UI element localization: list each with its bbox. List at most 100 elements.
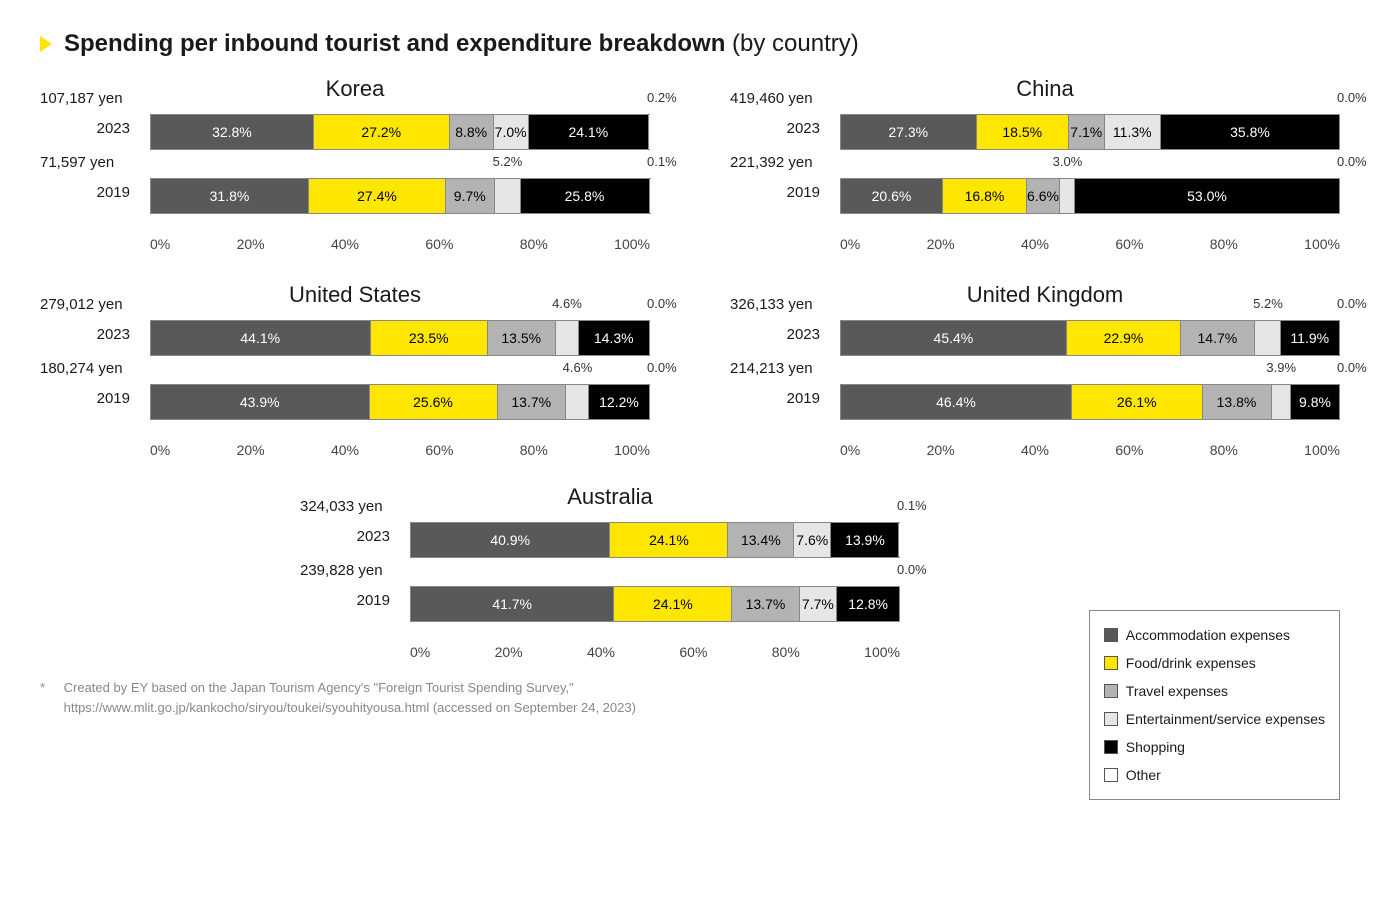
panel-australia: Australia324,033 yen20230.1%40.9%24.1%13… <box>300 484 920 660</box>
bullet-triangle-icon <box>40 36 52 52</box>
yen-label: 214,213 yen <box>730 360 840 377</box>
seg-ent <box>556 320 579 356</box>
legend: Accommodation expensesFood/drink expense… <box>1089 610 1340 800</box>
seg-food: 27.2% <box>314 114 450 150</box>
axis-tick: 100% <box>614 236 650 252</box>
legend-label: Entertainment/service expenses <box>1126 705 1325 733</box>
seg-acc: 44.1% <box>150 320 371 356</box>
year-label: 2019 <box>40 390 130 407</box>
seg-trav: 13.5% <box>488 320 556 356</box>
legend-swatch <box>1104 768 1118 782</box>
x-axis: 0%20%40%60%80%100% <box>150 442 650 458</box>
seg-food: 25.6% <box>370 384 498 420</box>
stacked-bar: 32.8%27.2%8.8%7.0%24.1% <box>150 114 650 150</box>
seg-acc: 43.9% <box>150 384 370 420</box>
axis-tick: 40% <box>1021 236 1049 252</box>
outside-labels: 0.0% <box>840 90 1340 108</box>
seg-acc: 20.6% <box>840 178 943 214</box>
bar-row: 71,597 yen20195.2%0.1%31.8%27.4%9.7%25.8… <box>150 172 650 216</box>
axis-tick: 0% <box>150 442 170 458</box>
seg-shop: 13.9% <box>831 522 899 558</box>
bar-row: 419,460 yen20230.0%27.3%18.5%7.1%11.3%35… <box>840 108 1340 152</box>
footnote-line1: Created by EY based on the Japan Tourism… <box>64 680 574 695</box>
axis-tick: 100% <box>1304 236 1340 252</box>
year-label: 2023 <box>730 326 820 343</box>
outside-labels: 4.6%0.0% <box>150 360 650 378</box>
legend-item-shop: Shopping <box>1104 733 1325 761</box>
seg-trav: 6.6% <box>1027 178 1060 214</box>
legend-item-oth: Other <box>1104 761 1325 789</box>
seg-oth <box>649 114 650 150</box>
seg-food: 24.1% <box>610 522 728 558</box>
year-label: 2023 <box>40 120 130 137</box>
year-label: 2023 <box>40 326 130 343</box>
outside-label: 0.0% <box>1337 154 1367 169</box>
yen-label: 221,392 yen <box>730 154 840 171</box>
panel-china: China419,460 yen20230.0%27.3%18.5%7.1%11… <box>730 76 1360 252</box>
seg-acc: 31.8% <box>150 178 309 214</box>
panel-korea: Korea107,187 yen20230.2%32.8%27.2%8.8%7.… <box>40 76 670 252</box>
stacked-bar: 27.3%18.5%7.1%11.3%35.8% <box>840 114 1340 150</box>
seg-trav: 13.4% <box>728 522 794 558</box>
seg-ent: 7.6% <box>794 522 831 558</box>
seg-shop: 11.9% <box>1281 320 1340 356</box>
seg-shop: 24.1% <box>529 114 649 150</box>
stacked-bar: 20.6%16.8%6.6%53.0% <box>840 178 1340 214</box>
seg-food: 24.1% <box>614 586 732 622</box>
axis-tick: 80% <box>1210 236 1238 252</box>
seg-acc: 41.7% <box>410 586 614 622</box>
x-axis: 0%20%40%60%80%100% <box>840 236 1340 252</box>
stacked-bar: 41.7%24.1%13.7%7.7%12.8% <box>410 586 900 622</box>
outside-label: 3.0% <box>1053 154 1083 169</box>
outside-label: 0.2% <box>647 90 677 105</box>
seg-trav: 14.7% <box>1181 320 1254 356</box>
axis-tick: 0% <box>150 236 170 252</box>
axis-tick: 80% <box>1210 442 1238 458</box>
outside-label: 3.9% <box>1266 360 1296 375</box>
axis-tick: 20% <box>495 644 523 660</box>
stacked-bar: 45.4%22.9%14.7% 11.9% <box>840 320 1340 356</box>
x-axis: 0%20%40%60%80%100% <box>150 236 650 252</box>
seg-food: 22.9% <box>1067 320 1181 356</box>
panel-united-states: United States279,012 yen20234.6%0.0%44.1… <box>40 282 670 458</box>
yen-label: 239,828 yen <box>300 562 410 579</box>
stacked-bar: 46.4%26.1%13.8%9.8% <box>840 384 1340 420</box>
seg-ent <box>1060 178 1075 214</box>
axis-tick: 20% <box>237 236 265 252</box>
seg-food: 27.4% <box>309 178 446 214</box>
axis-tick: 60% <box>425 236 453 252</box>
seg-food: 26.1% <box>1072 384 1203 420</box>
chart-box: 324,033 yen20230.1%40.9%24.1%13.4%7.6%13… <box>300 516 920 660</box>
bar-row: 239,828 yen20190.0%41.7%24.1%13.7%7.7%12… <box>410 580 900 624</box>
seg-shop: 25.8% <box>521 178 650 214</box>
axis-tick: 60% <box>1115 442 1143 458</box>
chart-box: 326,133 yen20235.2%0.0%45.4%22.9%14.7%11… <box>730 314 1360 458</box>
axis-tick: 60% <box>425 442 453 458</box>
axis-tick: 40% <box>1021 442 1049 458</box>
outside-labels: 5.2%0.1% <box>150 154 650 172</box>
seg-acc: 45.4% <box>840 320 1067 356</box>
seg-shop: 14.3% <box>579 320 651 356</box>
outside-labels: 3.9%0.0% <box>840 360 1340 378</box>
legend-label: Travel expenses <box>1126 677 1228 705</box>
outside-labels: 0.1% <box>410 498 900 516</box>
x-axis: 0%20%40%60%80%100% <box>840 442 1340 458</box>
seg-shop: 53.0% <box>1075 178 1340 214</box>
legend-swatch <box>1104 628 1118 642</box>
page-title: Spending per inbound tourist and expendi… <box>64 30 859 58</box>
axis-tick: 80% <box>520 442 548 458</box>
seg-ent <box>495 178 521 214</box>
axis-tick: 0% <box>840 236 860 252</box>
year-label: 2023 <box>300 528 390 545</box>
legend-label: Shopping <box>1126 733 1185 761</box>
seg-ent: 11.3% <box>1105 114 1162 150</box>
axis-tick: 60% <box>1115 236 1143 252</box>
seg-trav: 13.8% <box>1203 384 1272 420</box>
legend-label: Food/drink expenses <box>1126 649 1256 677</box>
axis-tick: 40% <box>331 236 359 252</box>
outside-labels: 5.2%0.0% <box>840 296 1340 314</box>
outside-label: 0.0% <box>1337 90 1367 105</box>
outside-labels: 4.6%0.0% <box>150 296 650 314</box>
axis-tick: 20% <box>237 442 265 458</box>
chart-box: 279,012 yen20234.6%0.0%44.1%23.5%13.5%14… <box>40 314 670 458</box>
